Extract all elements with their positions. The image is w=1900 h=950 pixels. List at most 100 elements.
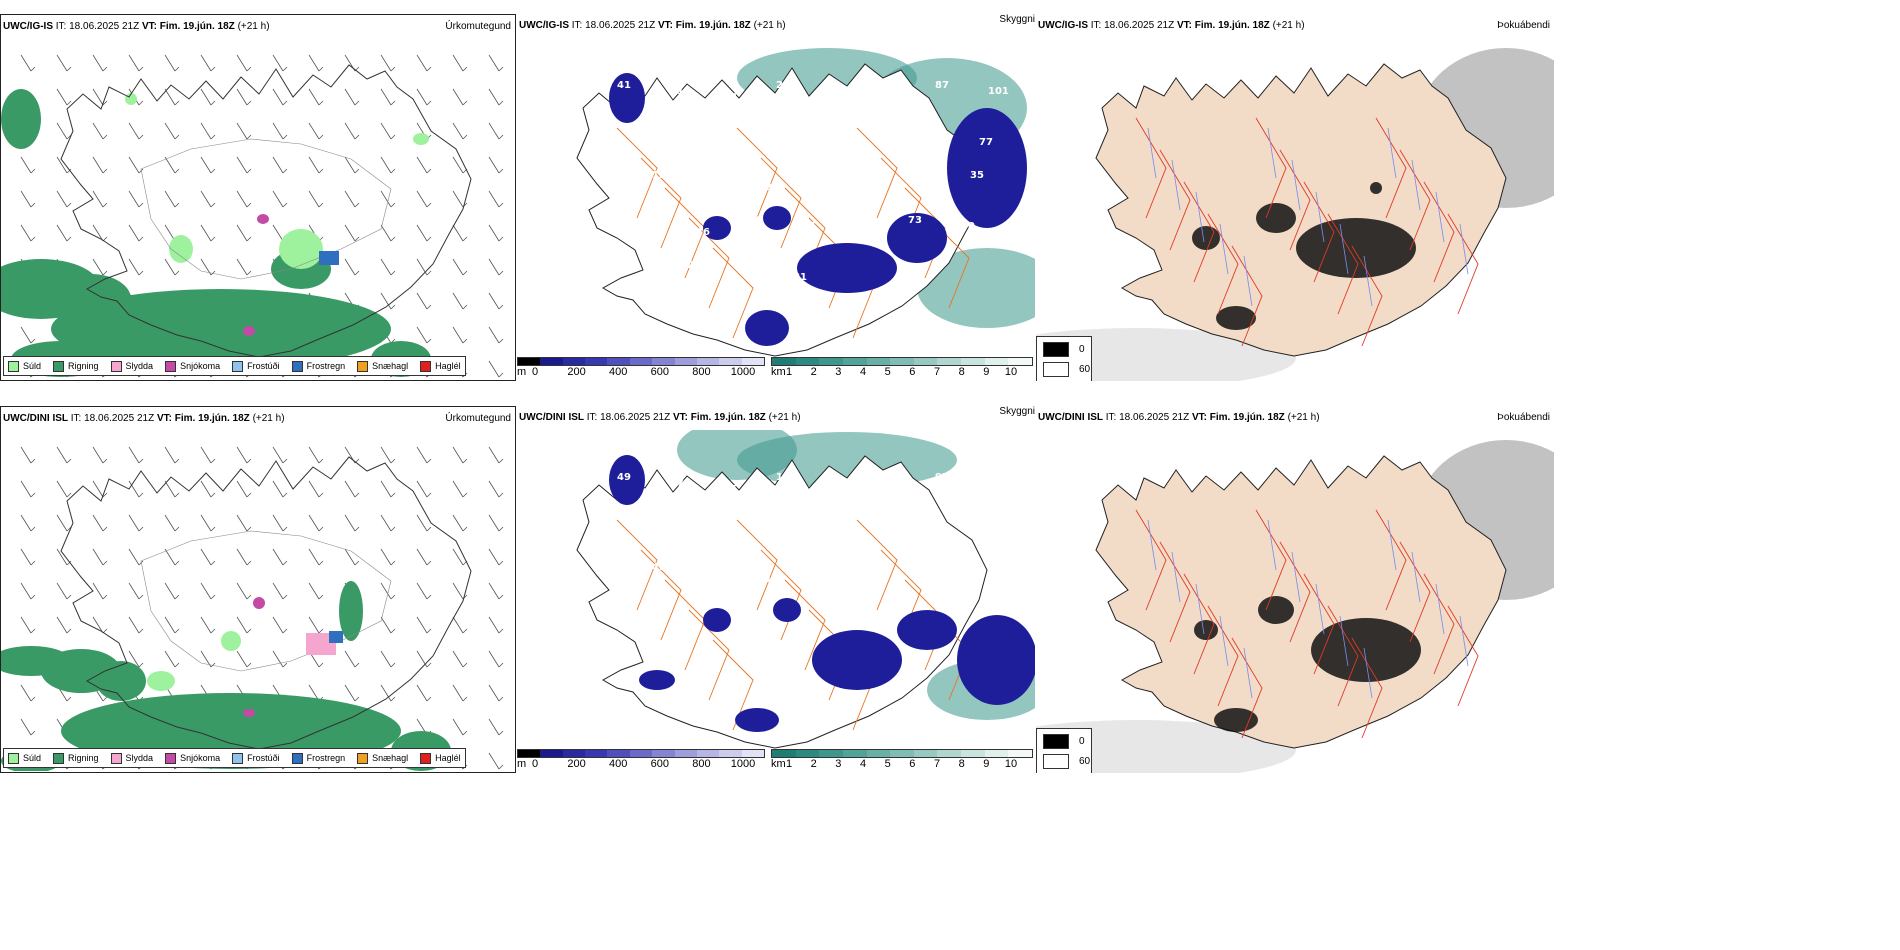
fog-legend: 0 60 <box>1036 728 1092 773</box>
model-name: UWC/IG-IS <box>3 21 53 32</box>
wind-barb <box>20 446 36 464</box>
it-label: IT: <box>571 20 583 31</box>
lead-time: (+21 h) <box>1287 412 1320 423</box>
colorbar-cell <box>652 750 675 757</box>
visibility-value: 65 <box>873 517 887 528</box>
it-value: 18.06.2025 21Z <box>1104 20 1175 31</box>
visibility-value: 39 <box>917 182 931 193</box>
fog-area <box>1214 708 1258 732</box>
wind-barb <box>380 292 396 310</box>
snow-area <box>253 597 265 609</box>
visibility-value: 97 <box>935 472 949 483</box>
wind-barb <box>164 616 180 634</box>
wind-barb <box>452 88 468 106</box>
wind-barb <box>236 190 252 208</box>
road <box>616 127 658 219</box>
vt-label: VT: <box>141 21 157 32</box>
visibility-value: 46 <box>696 227 710 238</box>
visibility-value: 81 <box>793 272 807 283</box>
wind-barb <box>452 514 468 532</box>
colorbar-cell <box>795 750 820 757</box>
wind-barb <box>488 650 504 668</box>
road <box>1303 573 1335 675</box>
it-label: IT: <box>70 413 82 424</box>
visibility-area-m <box>947 108 1027 228</box>
river <box>1171 551 1181 603</box>
wind-barb <box>380 446 396 464</box>
wind-barb <box>452 156 468 174</box>
wind-barb <box>200 480 216 498</box>
colorbar-tick: 600 <box>650 366 669 378</box>
colorbar-tick: 9 <box>983 758 990 770</box>
colorbar-cell <box>795 358 820 365</box>
river <box>1411 551 1421 603</box>
colorbar-tick: 200 <box>567 366 586 378</box>
wind-barb <box>452 326 468 344</box>
fog-legend-swatch-low <box>1043 362 1069 377</box>
wind-barb <box>164 650 180 668</box>
colorbar-cell <box>674 750 697 757</box>
river <box>1459 223 1469 275</box>
lead-time: (+21 h) <box>252 413 285 424</box>
colorbar-ticks: km 1 2 3 4 5 6 7 8 9 10 <box>771 366 1033 378</box>
road <box>856 127 898 219</box>
visibility-area-m <box>745 310 789 346</box>
visibility-value: 73 <box>988 478 1002 489</box>
visibility-area-m <box>609 73 645 123</box>
wind-barb <box>128 650 144 668</box>
legend-swatch <box>165 752 177 764</box>
vt-value: Fim. 19.jún. 18Z <box>1194 20 1270 31</box>
visibility-area-m <box>812 630 902 690</box>
fog-legend-high: 0 <box>1079 736 1085 747</box>
wind-barb <box>56 480 72 498</box>
colorbar-cell <box>741 358 764 365</box>
wind-barb <box>452 480 468 498</box>
it-value: 18.06.2025 21Z <box>84 413 155 424</box>
wind-barb <box>488 616 504 634</box>
visibility-value: 74 <box>882 92 896 103</box>
wind-barb <box>200 582 216 600</box>
panel-header: UWC/DINI ISL IT: 18.06.2025 21Z VT: Fim.… <box>3 413 285 424</box>
fog-area <box>1216 306 1256 330</box>
wind-barb <box>20 224 36 242</box>
visibility-value: 40 <box>961 221 975 232</box>
colorbar-cell <box>629 750 653 757</box>
wind-barb <box>452 650 468 668</box>
legend-item: Frostúði <box>232 752 280 764</box>
road <box>1207 213 1239 315</box>
wind-barb <box>236 616 252 634</box>
colorbar-cell <box>719 750 742 757</box>
visibility-map: 41 61 53 27 97 74 87 101 81 60 96 107 120 116 77 135 40 6… <box>576 48 1035 357</box>
wind-barb <box>308 616 324 634</box>
legend-item: Súld <box>8 752 41 764</box>
wind-barb <box>92 122 108 140</box>
visibility-value: 24 <box>687 260 701 271</box>
visibility-area-m <box>897 610 957 650</box>
wind-barb <box>236 582 252 600</box>
freezing-rain-area <box>329 631 343 643</box>
river <box>1195 583 1205 635</box>
wind-barb <box>200 616 216 634</box>
panel-title: Þokuábendi <box>1497 20 1550 31</box>
precip-area <box>413 133 429 145</box>
wind-barb <box>92 480 108 498</box>
snow-area <box>243 326 255 336</box>
wind-barb <box>308 54 324 72</box>
road <box>1207 605 1239 707</box>
precip-legend: Súld Rigning Slydda Snjókoma Frostúði Frostre… <box>3 356 466 376</box>
road <box>1327 213 1359 315</box>
visibility-value: 75 <box>723 484 737 495</box>
wind-barb <box>344 190 360 208</box>
river <box>1267 519 1277 571</box>
colorbar-cell <box>772 358 796 365</box>
road <box>1183 573 1215 675</box>
wind-barb <box>236 514 252 532</box>
wind-barb <box>344 548 360 566</box>
wind-barb <box>488 190 504 208</box>
road <box>1231 245 1263 347</box>
road <box>1447 605 1479 707</box>
visibility-value: 60 <box>714 125 728 136</box>
colorbar-cells <box>517 749 765 758</box>
river <box>1339 615 1349 667</box>
legend-item: Snjókoma <box>165 752 220 764</box>
